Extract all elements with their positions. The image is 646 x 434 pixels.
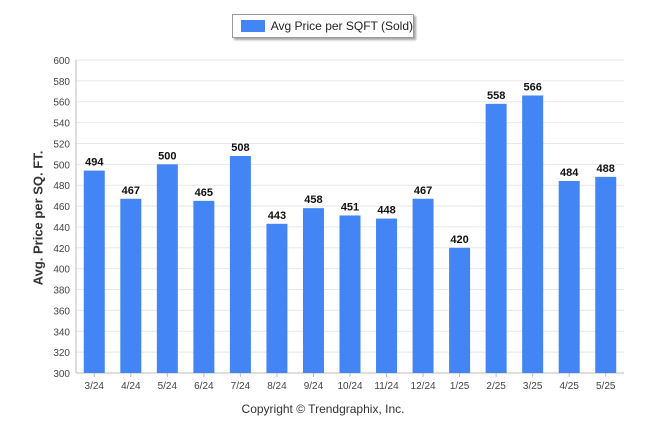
bar bbox=[376, 218, 398, 373]
data-label: 467 bbox=[414, 185, 432, 197]
y-tick-label: 600 bbox=[53, 56, 70, 67]
bar bbox=[83, 170, 105, 373]
bar bbox=[193, 200, 215, 373]
x-tick-label: 5/24 bbox=[158, 381, 178, 392]
x-tick-label: 1/25 bbox=[450, 381, 470, 392]
bar bbox=[558, 181, 580, 373]
y-tick-label: 340 bbox=[53, 327, 70, 338]
data-label: 500 bbox=[158, 150, 176, 162]
data-label: 420 bbox=[450, 234, 468, 246]
data-label: 488 bbox=[597, 163, 615, 175]
x-tick-label: 4/25 bbox=[559, 381, 579, 392]
legend-swatch bbox=[241, 20, 265, 32]
y-tick-label: 380 bbox=[53, 286, 70, 297]
y-tick-label: 480 bbox=[53, 181, 70, 192]
legend: Avg Price per SQFT (Sold) bbox=[232, 14, 414, 38]
y-tick-label: 540 bbox=[53, 119, 70, 130]
data-label: 458 bbox=[304, 194, 322, 206]
data-label: 494 bbox=[85, 157, 104, 169]
data-label: 484 bbox=[560, 167, 579, 179]
x-tick-label: 7/24 bbox=[231, 381, 251, 392]
bar bbox=[339, 215, 361, 373]
bar bbox=[120, 198, 142, 373]
data-label: 465 bbox=[195, 187, 213, 199]
bar bbox=[522, 95, 544, 374]
bar bbox=[412, 198, 434, 373]
data-label: 448 bbox=[377, 205, 395, 217]
y-tick-label: 580 bbox=[53, 77, 70, 88]
x-tick-label: 10/24 bbox=[337, 381, 362, 392]
x-tick-label: 2/25 bbox=[486, 381, 506, 392]
data-label: 443 bbox=[268, 210, 286, 222]
bar bbox=[302, 208, 324, 373]
x-tick-label: 6/24 bbox=[194, 381, 214, 392]
y-tick-label: 520 bbox=[53, 139, 70, 150]
y-tick-label: 360 bbox=[53, 306, 70, 317]
x-tick-label: 5/25 bbox=[596, 381, 616, 392]
y-tick-label: 400 bbox=[53, 265, 70, 276]
data-label: 467 bbox=[122, 185, 140, 197]
x-tick-label: 11/24 bbox=[374, 381, 399, 392]
x-tick-label: 12/24 bbox=[411, 381, 436, 392]
bar bbox=[449, 247, 471, 373]
x-tick-label: 9/24 bbox=[304, 381, 324, 392]
bar bbox=[485, 103, 507, 373]
copyright-text: Copyright © Trendgraphix, Inc. bbox=[241, 402, 405, 416]
y-tick-label: 460 bbox=[53, 202, 70, 213]
bar bbox=[229, 155, 251, 373]
legend-label: Avg Price per SQFT (Sold) bbox=[270, 19, 413, 33]
y-tick-label: 500 bbox=[53, 160, 70, 171]
x-tick-label: 8/24 bbox=[267, 381, 287, 392]
bar bbox=[595, 176, 617, 373]
y-tick-label: 440 bbox=[53, 223, 70, 234]
y-tick-label: 560 bbox=[53, 98, 70, 109]
x-tick-label: 3/24 bbox=[85, 381, 105, 392]
x-tick-label: 3/25 bbox=[523, 381, 543, 392]
y-tick-label: 320 bbox=[53, 348, 70, 359]
y-tick-label: 300 bbox=[53, 369, 70, 380]
data-label: 508 bbox=[231, 142, 249, 154]
bar bbox=[266, 223, 288, 373]
x-tick-label: 4/24 bbox=[121, 381, 141, 392]
bar bbox=[156, 164, 178, 373]
data-label: 451 bbox=[341, 201, 359, 213]
y-tick-label: 420 bbox=[53, 244, 70, 255]
data-label: 566 bbox=[523, 81, 541, 93]
data-label: 558 bbox=[487, 90, 505, 102]
